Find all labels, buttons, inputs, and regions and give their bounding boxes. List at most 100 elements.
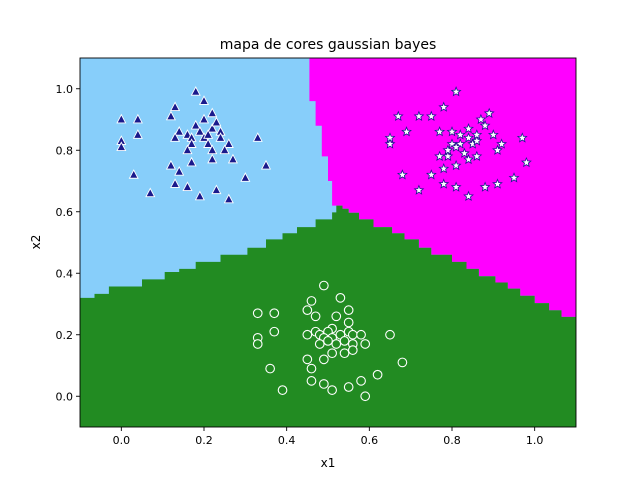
y-tick-label: 0.0 <box>56 390 74 403</box>
circle-point <box>319 379 329 389</box>
star-point <box>463 190 474 201</box>
y-tick-label: 0.4 <box>56 267 74 280</box>
star-point <box>471 150 483 161</box>
region-green <box>80 205 576 427</box>
triangle-point <box>186 156 197 167</box>
triangle-point <box>190 86 201 96</box>
circle-point <box>360 391 371 402</box>
triangle-point <box>190 119 201 130</box>
circle-point <box>310 311 321 322</box>
triangle-point <box>116 141 127 152</box>
triangle-point <box>145 187 156 198</box>
star-point <box>508 172 520 183</box>
triangle-point <box>170 178 181 188</box>
triangle-point <box>215 132 226 142</box>
x-tick-label: 0.4 <box>278 434 296 447</box>
x-axis-label: x1 <box>321 456 336 470</box>
triangle-point <box>207 122 218 133</box>
triangle-point <box>198 95 210 105</box>
triangle-point <box>211 184 222 195</box>
star-point <box>487 129 499 140</box>
triangle-point <box>260 159 272 170</box>
star-point <box>463 153 474 165</box>
triangle-point <box>182 181 193 192</box>
circle-point <box>269 308 280 319</box>
x-tick-label: 0.0 <box>113 434 131 447</box>
circle-point <box>306 296 317 306</box>
circle-point <box>323 336 333 346</box>
circle-point <box>343 317 354 328</box>
star-point <box>438 101 450 112</box>
triangle-point <box>186 138 197 148</box>
star-point <box>442 144 454 155</box>
triangle-point <box>165 110 176 121</box>
star-point <box>392 110 404 121</box>
circle-point <box>265 363 275 374</box>
circle-point <box>302 354 313 365</box>
y-tick-label: 1.0 <box>56 83 74 96</box>
triangle-point <box>132 113 143 124</box>
star-point <box>384 138 396 149</box>
star-point <box>471 129 483 140</box>
star-point <box>450 181 462 192</box>
decision-regions <box>80 58 576 427</box>
star-point <box>479 120 491 131</box>
circle-point <box>372 369 383 380</box>
star-point <box>516 132 528 143</box>
circle-point <box>277 385 288 395</box>
triangle-point <box>182 144 193 155</box>
circle-point <box>252 339 263 349</box>
star-point <box>438 162 450 174</box>
circle-point <box>356 329 366 340</box>
circle-point <box>306 376 317 386</box>
star-point <box>471 135 483 146</box>
circle-point <box>356 376 366 386</box>
chart-title: mapa de cores gaussian bayes <box>220 37 437 53</box>
x-tick-label: 1.0 <box>526 434 544 447</box>
circle-point <box>335 293 346 303</box>
triangle-point <box>170 101 181 112</box>
circle-point <box>347 345 358 355</box>
triangle-point <box>203 138 214 148</box>
plot-frame <box>79 57 577 428</box>
circle-point <box>347 329 358 340</box>
triangle-point <box>223 193 234 204</box>
star-point <box>492 178 503 189</box>
star-point <box>458 147 470 158</box>
triangle-point <box>203 129 214 139</box>
star-point <box>454 129 466 140</box>
star-point <box>413 184 425 195</box>
circle-point <box>385 329 395 340</box>
triangle-point <box>227 153 238 164</box>
y-tick-label: 0.2 <box>56 329 74 342</box>
triangle-point <box>194 190 205 201</box>
circle-point <box>327 348 337 359</box>
star-point <box>396 169 408 180</box>
circle-point <box>331 311 342 322</box>
star-point <box>426 169 437 180</box>
x-tick-label: 0.2 <box>195 434 213 447</box>
circle-point <box>302 329 313 340</box>
star-point <box>425 110 437 121</box>
circle-point <box>331 339 342 349</box>
circle-point <box>269 326 280 337</box>
circle-point <box>319 354 329 365</box>
region-magenta <box>309 58 576 317</box>
circle-point <box>302 305 313 316</box>
triangle-point <box>207 107 218 118</box>
circle-point <box>343 382 354 392</box>
star-point <box>463 132 474 143</box>
triangle-point <box>223 138 234 148</box>
y-axis-label: x2 <box>29 235 43 250</box>
triangle-point <box>207 144 218 155</box>
circle-point <box>360 339 371 349</box>
star-point <box>483 107 495 118</box>
circle-point <box>339 336 350 346</box>
circle-point <box>252 308 263 319</box>
y-tick-label: 0.8 <box>56 144 74 157</box>
axes: 0.0 0.2 0.4 0.6 0.8 1.0 0.0 0.2 0.4 0.6 0.8 1.0 <box>56 57 577 447</box>
x-tick-label: 0.6 <box>361 434 379 447</box>
triangle-point <box>116 113 127 124</box>
star-point <box>496 138 508 149</box>
